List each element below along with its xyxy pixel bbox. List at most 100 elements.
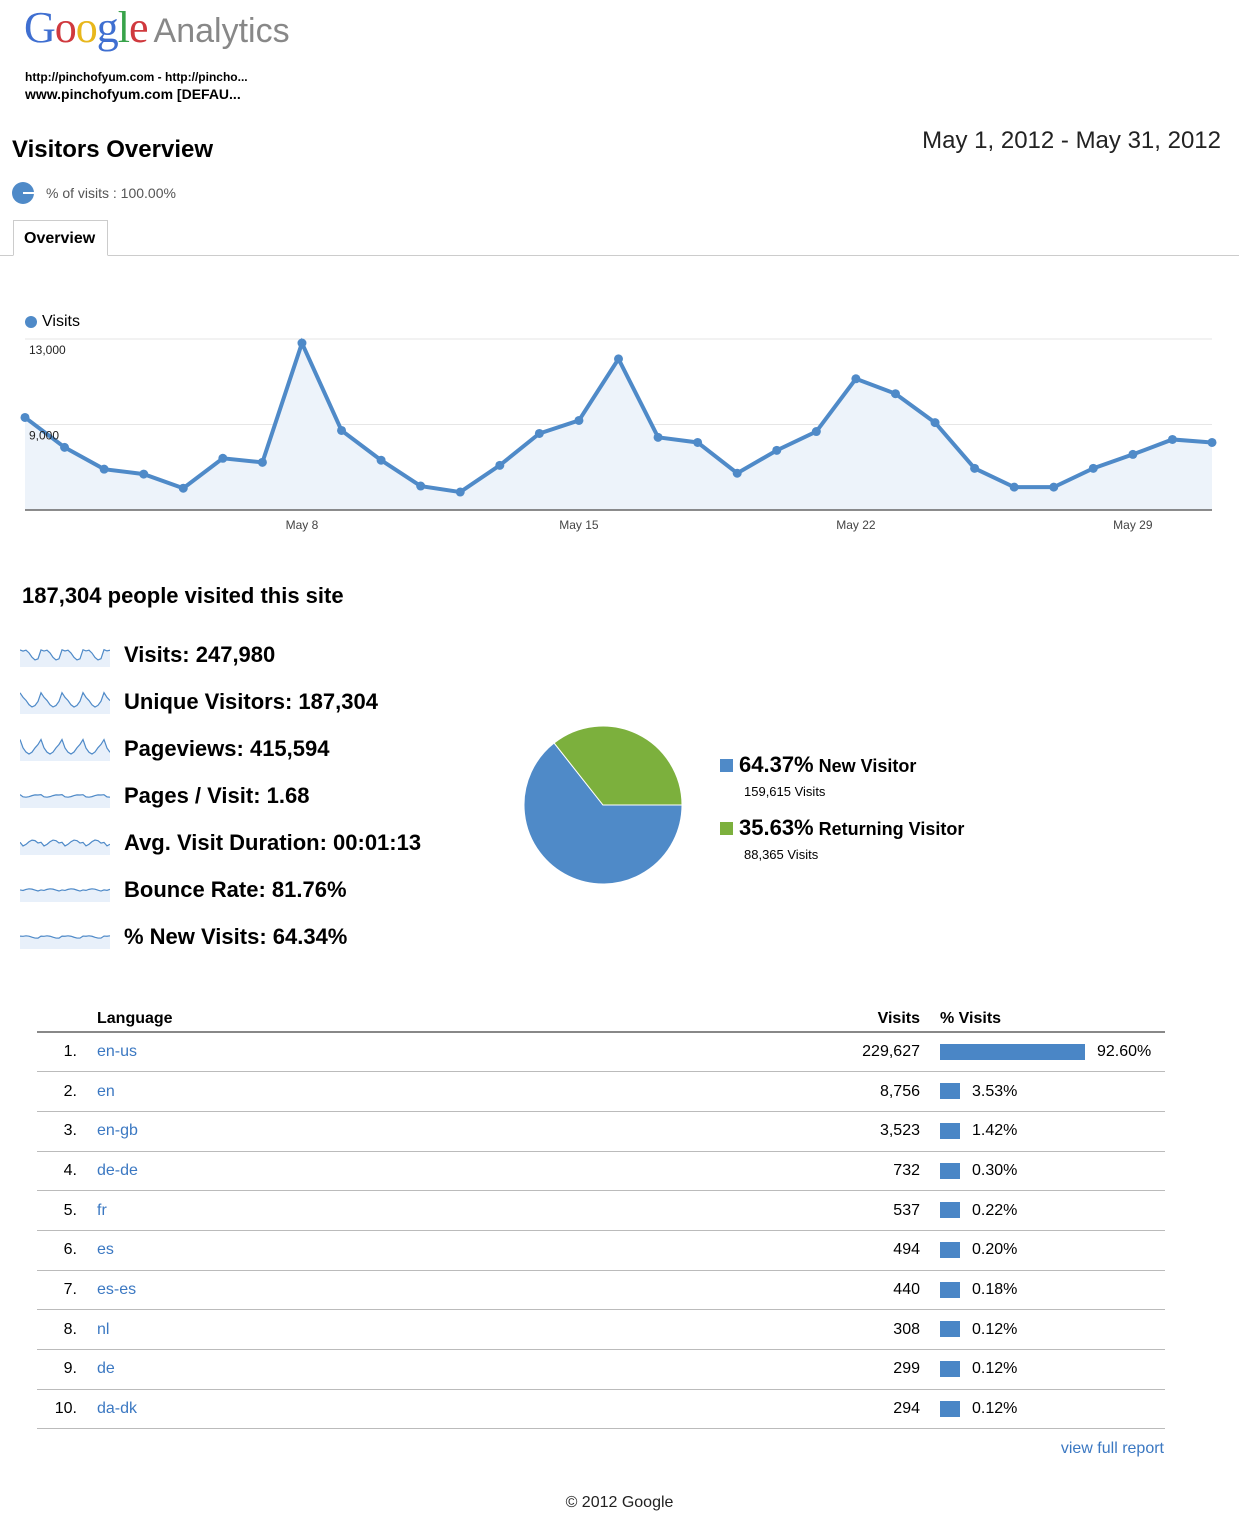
data-point[interactable] (930, 418, 940, 428)
pct-value: 1.42% (972, 1122, 1018, 1140)
metric-row: Pageviews: 415,594 (20, 736, 329, 762)
data-point[interactable] (811, 427, 821, 437)
copyright: © 2012 Google (565, 1494, 674, 1511)
pct-cell: 1.42% (940, 1111, 1165, 1152)
col-visits: Visits (820, 1005, 940, 1033)
data-point[interactable] (890, 389, 900, 399)
data-point[interactable] (99, 464, 109, 474)
rank: 9. (37, 1349, 97, 1390)
pct-value: 0.12% (972, 1400, 1018, 1418)
data-point[interactable] (376, 455, 386, 465)
visitor-type-pie-chart (523, 725, 683, 885)
metric-row: Bounce Rate: 81.76% (20, 877, 347, 903)
sparkline-icon (20, 691, 110, 714)
pct-bar (940, 1043, 1085, 1060)
pct-cell: 0.20% (940, 1230, 1165, 1271)
data-point[interactable] (653, 432, 663, 442)
data-point[interactable] (416, 481, 426, 491)
language-link[interactable]: fr (97, 1190, 820, 1231)
metric-label: Visits: 247,980 (124, 642, 276, 667)
data-point[interactable] (1049, 482, 1059, 492)
pct-value: 0.30% (972, 1161, 1018, 1179)
data-point[interactable] (1207, 437, 1217, 447)
data-point[interactable] (297, 338, 307, 348)
language-value[interactable]: en-gb (97, 1122, 138, 1140)
data-point[interactable] (495, 460, 505, 470)
metric-row: Avg. Visit Duration: 00:01:13 (20, 830, 421, 856)
data-point[interactable] (455, 487, 465, 497)
data-point[interactable] (693, 437, 703, 447)
data-point[interactable] (1167, 434, 1177, 444)
data-point[interactable] (574, 415, 584, 425)
language-value[interactable]: en (97, 1082, 115, 1100)
visits-value: 494 (820, 1230, 940, 1271)
sparkline-icon (20, 648, 110, 667)
pct-cell: 3.53% (940, 1071, 1165, 1112)
sparkline-icon (20, 839, 110, 855)
new-visitor-swatch (720, 759, 733, 772)
metric-row: Visits: 247,980 (20, 642, 275, 668)
language-value[interactable]: en-us (97, 1043, 138, 1061)
language-link[interactable]: en-gb (97, 1111, 820, 1152)
data-point[interactable] (1128, 449, 1138, 459)
x-tick-label: May 29 (1113, 518, 1153, 532)
data-point[interactable] (20, 412, 30, 422)
language-value[interactable]: de (97, 1360, 115, 1378)
returning-visitor-swatch (720, 822, 733, 835)
x-tick-label: May 8 (286, 518, 319, 532)
language-link[interactable]: de-de (97, 1151, 820, 1192)
language-link[interactable]: es-es (97, 1270, 820, 1311)
data-point[interactable] (60, 442, 70, 452)
data-point[interactable] (851, 374, 861, 384)
data-point[interactable] (218, 453, 228, 463)
data-point[interactable] (614, 354, 623, 364)
visits-value: 537 (820, 1190, 940, 1231)
rank: 4. (37, 1151, 97, 1192)
view-full-report-link[interactable]: view full report (1060, 1440, 1164, 1457)
data-point[interactable] (337, 425, 347, 435)
visits-value: 8,756 (820, 1071, 940, 1112)
new-visitor-pct: 64.37% (739, 752, 814, 777)
pct-cell: 0.12% (940, 1349, 1165, 1390)
data-point[interactable] (1088, 463, 1098, 473)
language-link[interactable]: da-dk (97, 1389, 820, 1430)
language-table: Language Visits% Visits 1. en-us 229,627 92.… (37, 1005, 1165, 1430)
data-point[interactable] (732, 468, 742, 478)
legend-label: Visits (42, 313, 80, 330)
pie-slice[interactable] (553, 725, 683, 806)
language-value[interactable]: es (97, 1241, 114, 1259)
language-value[interactable]: fr (97, 1201, 107, 1219)
data-point[interactable] (772, 445, 782, 455)
language-value[interactable]: nl (97, 1320, 110, 1338)
language-value[interactable]: es-es (97, 1280, 137, 1298)
data-point[interactable] (139, 469, 149, 479)
pct-bar (940, 1242, 960, 1259)
language-link[interactable]: es (97, 1230, 820, 1271)
pct-bar (940, 1202, 960, 1219)
tab-overview[interactable]: Overview (13, 220, 108, 256)
sparkline-icon (20, 888, 110, 902)
segment-indicator: % of visits : 100.00% (12, 182, 176, 204)
language-value[interactable]: de-de (97, 1161, 138, 1179)
pct-bar (940, 1083, 960, 1100)
language-value[interactable]: da-dk (97, 1400, 138, 1418)
data-point[interactable] (970, 463, 980, 473)
pct-cell: 0.12% (940, 1389, 1165, 1430)
metric-row: % New Visits: 64.34% (20, 924, 347, 950)
data-point[interactable] (534, 428, 544, 438)
data-point[interactable] (178, 483, 188, 493)
returning-visitor-visits: 88,365 Visits (744, 847, 819, 862)
language-link[interactable]: en-us (97, 1032, 820, 1073)
language-link[interactable]: en (97, 1071, 820, 1112)
pct-value: 0.12% (972, 1320, 1018, 1338)
sparkline-icon (20, 738, 110, 761)
visits-value: 229,627 (820, 1032, 940, 1073)
rank: 5. (37, 1190, 97, 1231)
data-point[interactable] (257, 457, 267, 467)
date-range[interactable]: May 1, 2012 - May 31, 2012 (922, 127, 1221, 154)
language-link[interactable]: de (97, 1349, 820, 1390)
pie-slice[interactable] (523, 742, 683, 885)
metric-label: % New Visits: 64.34% (124, 924, 348, 949)
data-point[interactable] (1009, 482, 1019, 492)
language-link[interactable]: nl (97, 1309, 820, 1350)
